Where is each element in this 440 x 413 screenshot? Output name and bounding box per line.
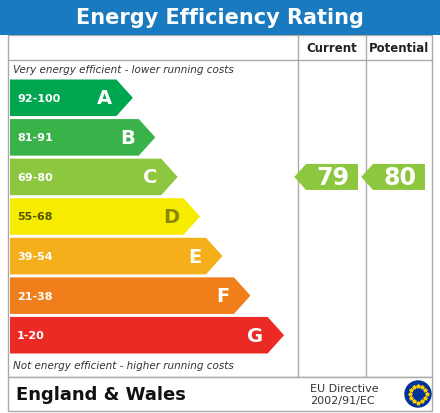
Polygon shape xyxy=(10,278,250,314)
Text: 1-20: 1-20 xyxy=(17,330,45,340)
Text: E: E xyxy=(189,247,202,266)
Text: A: A xyxy=(97,89,112,108)
Polygon shape xyxy=(10,199,200,235)
Text: 81-91: 81-91 xyxy=(17,133,53,143)
Text: G: G xyxy=(247,326,264,345)
Text: F: F xyxy=(217,287,230,305)
Text: Potential: Potential xyxy=(369,42,429,55)
Text: Energy Efficiency Rating: Energy Efficiency Rating xyxy=(76,8,364,28)
Text: Current: Current xyxy=(307,42,357,55)
Polygon shape xyxy=(10,159,178,196)
Text: 92-100: 92-100 xyxy=(17,94,60,104)
Text: 55-68: 55-68 xyxy=(17,212,52,222)
Bar xyxy=(8,377,432,411)
Bar xyxy=(8,377,432,413)
Bar xyxy=(0,0,440,36)
Text: 80: 80 xyxy=(384,166,417,190)
Text: 69-80: 69-80 xyxy=(17,173,53,183)
Text: 79: 79 xyxy=(316,166,349,190)
Text: Not energy efficient - higher running costs: Not energy efficient - higher running co… xyxy=(13,360,234,370)
Text: C: C xyxy=(143,168,157,187)
Text: 2002/91/EC: 2002/91/EC xyxy=(310,395,374,405)
Polygon shape xyxy=(10,120,155,156)
Text: B: B xyxy=(120,128,135,147)
Text: 39-54: 39-54 xyxy=(17,252,53,261)
Text: 21-38: 21-38 xyxy=(17,291,52,301)
Text: Very energy efficient - lower running costs: Very energy efficient - lower running co… xyxy=(13,65,234,75)
Polygon shape xyxy=(294,164,358,190)
Text: EU Directive: EU Directive xyxy=(310,383,379,393)
Polygon shape xyxy=(10,238,223,275)
Polygon shape xyxy=(10,80,133,117)
Polygon shape xyxy=(361,164,425,190)
Bar xyxy=(8,36,432,377)
Text: D: D xyxy=(164,207,180,226)
Polygon shape xyxy=(10,317,284,354)
Circle shape xyxy=(405,381,431,407)
Text: England & Wales: England & Wales xyxy=(16,385,186,403)
